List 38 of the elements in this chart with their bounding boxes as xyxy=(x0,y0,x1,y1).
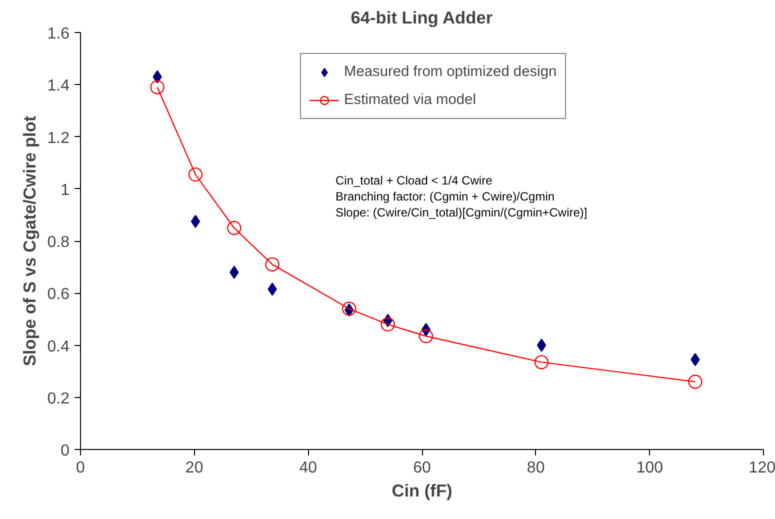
point xyxy=(536,338,546,352)
point xyxy=(268,282,277,296)
legend-label: Estimated via model xyxy=(344,91,476,110)
point xyxy=(150,80,164,94)
annotation: Cin_total + Cload < 1/4 Cwire xyxy=(336,174,493,188)
y-tick-label: 1 xyxy=(60,182,70,199)
x-tick-label: 100 xyxy=(636,460,664,476)
x-tick-label: 20 xyxy=(185,460,204,476)
chart-title: 64-bit Ling Adder xyxy=(350,8,493,28)
point xyxy=(265,257,280,272)
y-axis-title: Slope of S vs Cgate/Cwire plot xyxy=(19,116,40,366)
x-tick-label: 60 xyxy=(413,460,431,476)
point xyxy=(230,266,239,279)
point xyxy=(342,302,356,316)
point xyxy=(418,329,434,344)
point xyxy=(380,317,395,332)
point xyxy=(190,214,200,228)
point xyxy=(188,167,203,182)
y-tick-label: 0.4 xyxy=(47,338,70,356)
point xyxy=(534,355,549,370)
x-tick-label: 80 xyxy=(526,460,545,476)
y-tick-label: 1.2 xyxy=(47,130,70,147)
point xyxy=(688,374,702,389)
annotation: Slope: (Cwire/Cin_total)[Cgmin/(Cgmin+Cwire)] xyxy=(336,206,588,220)
x-tick-label: 0 xyxy=(76,460,86,476)
x-tick-label: 120 xyxy=(748,460,775,476)
y-tick-label: 1.6 xyxy=(47,26,70,42)
y-tick-label: 1.4 xyxy=(47,78,70,95)
point xyxy=(227,220,242,236)
y-tick-label: 0.8 xyxy=(47,234,70,251)
y-tick-label: 0 xyxy=(60,442,70,460)
y-tick-label: 0.6 xyxy=(47,286,70,304)
annotation: Branching factor: (Cgmin + Cwire)/Cgmin xyxy=(336,190,555,204)
y-tick-label: 0.2 xyxy=(47,390,70,408)
x-axis-title: Cin (fF) xyxy=(392,480,452,500)
point xyxy=(152,70,162,84)
legend-label: Measured from optimized design xyxy=(344,63,557,82)
x-tick-label: 40 xyxy=(299,460,318,476)
